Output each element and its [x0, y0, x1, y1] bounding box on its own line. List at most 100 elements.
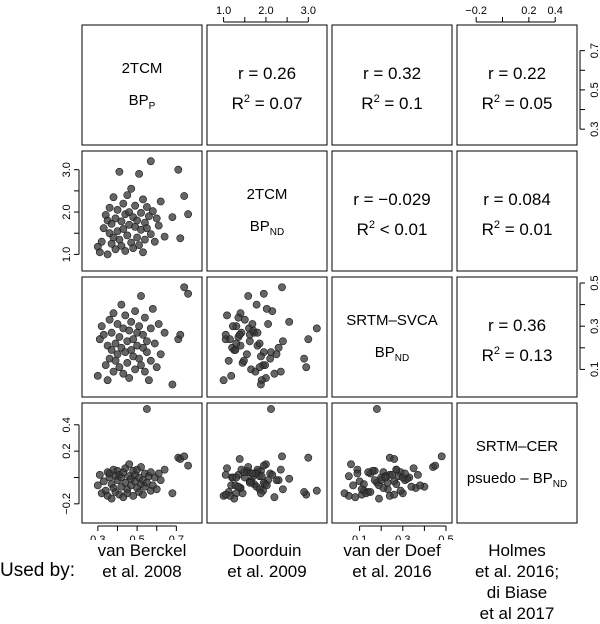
data-point [125, 460, 134, 469]
data-point [256, 352, 265, 361]
data-point [103, 250, 112, 259]
panel-frame [206, 276, 328, 398]
data-point [262, 304, 271, 313]
panel-r1-c1: 2TCM BPND [206, 150, 328, 272]
variable-measure: BPP [129, 92, 156, 112]
tick-label: 0.7 [589, 43, 600, 58]
correlation-r: r = 0.22 [488, 64, 546, 83]
data-point [235, 455, 244, 463]
panel-frame [206, 150, 328, 272]
data-point [304, 335, 313, 344]
data-point [146, 468, 155, 477]
data-point [152, 363, 161, 372]
data-point [244, 463, 253, 471]
data-point [300, 354, 308, 363]
data-point [135, 241, 143, 249]
data-point [131, 307, 139, 315]
panel-frame [331, 276, 453, 398]
variable-measure: BPND [375, 344, 409, 364]
used-by-line: et al. 2009 [227, 562, 307, 581]
left-axis-3: −0.2 0.2 0.4 [61, 417, 80, 515]
data-point [121, 311, 130, 320]
data-point [123, 191, 132, 199]
data-point [364, 468, 373, 477]
data-point [142, 224, 151, 233]
data-point [180, 452, 189, 461]
used-by-line: et al. 2016 [352, 562, 432, 581]
data-point [107, 494, 116, 503]
tick-label: −0.2 [61, 493, 73, 515]
tick-label: 0.3 [589, 122, 600, 137]
measure-prefix: BP [250, 218, 270, 235]
data-point [113, 350, 122, 359]
data-point [396, 486, 405, 495]
data-point [133, 216, 141, 225]
data-point [140, 367, 149, 376]
data-point [372, 405, 381, 413]
data-point [344, 472, 353, 481]
data-point [180, 192, 189, 200]
data-point [109, 309, 118, 318]
data-point [357, 485, 366, 494]
data-point [184, 289, 192, 298]
data-point [93, 481, 102, 490]
data-point [117, 300, 126, 309]
data-point [150, 237, 159, 246]
data-point [97, 322, 106, 331]
data-point [95, 470, 104, 479]
correlation-r2: R2 = 0.07 [232, 93, 303, 113]
data-point [139, 330, 147, 339]
data-point [137, 463, 145, 471]
data-point [234, 482, 243, 491]
data-point [390, 490, 399, 499]
data-point [113, 320, 122, 328]
data-point [115, 167, 124, 176]
data-point [272, 350, 281, 359]
correlation-r2: R2 = 0.01 [482, 219, 553, 239]
data-point [221, 330, 230, 339]
data-point [117, 241, 126, 250]
tick-label: 0.5 [589, 275, 600, 290]
data-point [142, 405, 151, 413]
data-point [184, 461, 192, 470]
panel-r1-c0 [81, 150, 203, 272]
data-point [129, 335, 138, 344]
data-point [168, 380, 177, 389]
tick-label: 0.5 [589, 82, 600, 97]
data-point [347, 460, 355, 469]
panel-frame [81, 24, 203, 146]
data-point [245, 478, 254, 487]
measure-prefix: BP [375, 344, 395, 361]
data-point [340, 489, 349, 498]
data-point [160, 328, 169, 337]
data-point [302, 363, 311, 372]
data-point [127, 184, 136, 193]
data-point [375, 494, 383, 503]
used-by-line: Doorduin [232, 541, 302, 560]
panel-r0-c3: r = 0.22 R2 = 0.05 [456, 24, 578, 146]
data-point [93, 371, 102, 380]
data-point [142, 348, 151, 356]
r2-superscript: 2 [494, 345, 500, 357]
data-point [272, 476, 281, 484]
data-point [160, 465, 169, 474]
used-by-line: et al 2017 [479, 604, 555, 623]
data-point [154, 320, 163, 328]
tick-label: 2.0 [61, 204, 73, 219]
measure-prefix: BP [129, 92, 149, 109]
bottom-axis-2: 0.1 0.3 0.5 [352, 525, 454, 540]
data-point [168, 489, 177, 498]
data-point [353, 469, 362, 478]
data-point [259, 461, 268, 470]
data-point [150, 339, 159, 348]
data-point [168, 213, 177, 221]
variable-measure: psuedo – BPND [467, 470, 567, 490]
data-point [237, 465, 246, 474]
measure-prefix: psuedo – BP [467, 470, 553, 487]
data-point [131, 365, 139, 374]
data-point [390, 455, 399, 463]
r2-symbol: R [482, 220, 494, 239]
data-point [142, 337, 151, 346]
tick-label: 0.7 [169, 534, 184, 540]
